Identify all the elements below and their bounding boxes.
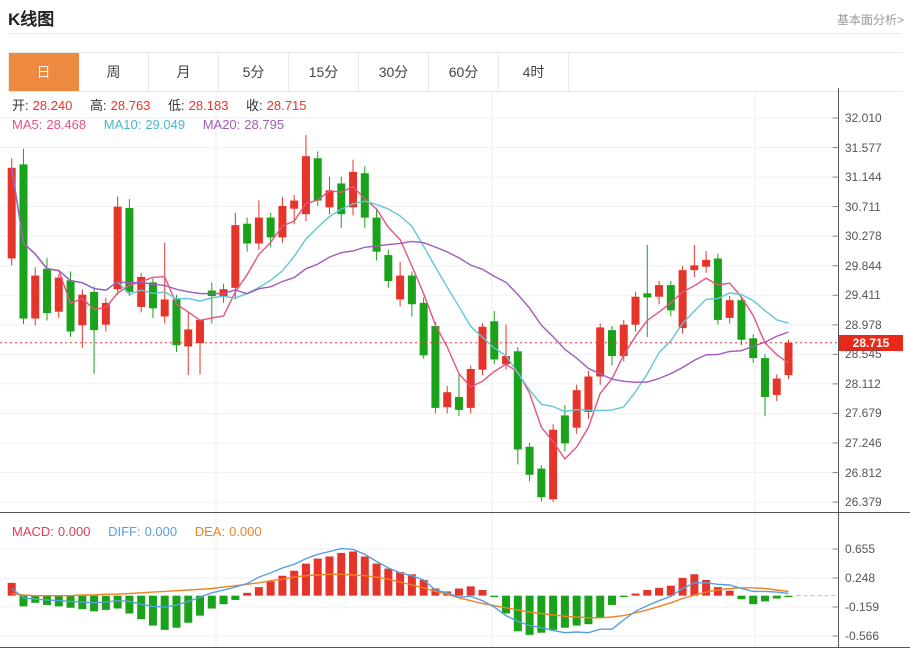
ma5-value: 28.468 — [46, 117, 87, 132]
macd-tick-label: -0.159 — [845, 600, 880, 614]
chart-axes — [0, 88, 910, 648]
page-title: K线图 — [8, 10, 55, 29]
price-tick-label: 29.844 — [845, 258, 882, 273]
open-value: 28.240 — [32, 98, 73, 113]
price-tick-label: 28.112 — [845, 376, 881, 391]
ma10-value: 29.049 — [145, 117, 186, 132]
macd-tick-label: -0.566 — [845, 629, 880, 643]
tab-month[interactable]: 月 — [149, 53, 219, 91]
price-tick-label: 31.577 — [845, 140, 882, 155]
tab-week[interactable]: 周 — [79, 53, 149, 91]
ohlc-readout: 开: 28.240 高: 28.763 低: 28.183 收: 28.715 — [12, 95, 310, 114]
tab-5min[interactable]: 5分 — [219, 53, 289, 91]
low-value: 28.183 — [188, 98, 229, 113]
price-tick-label: 26.812 — [845, 465, 882, 480]
dea-label: DEA: — [194, 524, 226, 539]
price-tick-label: 29.411 — [845, 288, 881, 303]
price-tick-label: 30.711 — [845, 199, 881, 214]
ma-readout: MA5: 28.468 MA10: 29.049 MA20: 28.795 — [12, 117, 288, 132]
open-label: 开: — [12, 98, 29, 113]
macd-label: MACD: — [12, 524, 54, 539]
close-value: 28.715 — [266, 98, 307, 113]
macd-tick-label: 0.248 — [845, 571, 876, 585]
current-price-tag: 28.715 — [839, 335, 903, 351]
price-tick-label: 32.010 — [845, 111, 882, 125]
diff-value: 0.000 — [144, 524, 178, 539]
ma5-label: MA5: — [12, 117, 43, 132]
diff-label: DIFF: — [108, 524, 141, 539]
macd-tick-label: 0.655 — [845, 542, 876, 556]
close-label: 收: — [246, 98, 263, 113]
ma10-label: MA10: — [103, 117, 142, 132]
high-value: 28.763 — [110, 98, 151, 113]
dea-value: 0.000 — [229, 524, 262, 539]
ma10-line — [11, 167, 789, 413]
diff-line — [11, 547, 789, 634]
tab-15min[interactable]: 15分 — [289, 53, 359, 91]
timeframe-tabbar: 日 周 月 5分 15分 30分 60分 4时 — [8, 52, 902, 92]
candles — [7, 135, 793, 503]
macd-value: 0.000 — [57, 524, 91, 539]
ma20-label: MA20: — [202, 117, 241, 132]
tab-4hour[interactable]: 4时 — [499, 53, 569, 91]
price-tick-label: 27.679 — [845, 406, 882, 421]
low-label: 低: — [168, 98, 185, 113]
price-tick-label: 28.978 — [845, 317, 882, 332]
price-grid — [0, 91, 839, 513]
tab-60min[interactable]: 60分 — [429, 53, 499, 91]
price-tick-label: 27.246 — [845, 435, 882, 450]
macd-readout: MACD: 0.000 DIFF: 0.000 DEA: 0.000 — [12, 524, 266, 539]
price-tick-label: 28.545 — [845, 347, 882, 362]
tab-day[interactable]: 日 — [9, 53, 79, 91]
ma20-value: 28.795 — [244, 117, 285, 132]
ma20-line — [11, 167, 789, 384]
tab-30min[interactable]: 30分 — [359, 53, 429, 91]
price-tick-label: 26.379 — [845, 495, 882, 510]
high-label: 高: — [90, 98, 107, 113]
dea-line — [11, 573, 789, 619]
price-tick-label: 30.278 — [845, 229, 882, 244]
fundamental-analysis-link[interactable]: 基本面分析> — [836, 13, 904, 27]
price-tick-label: 31.144 — [845, 170, 882, 185]
header-divider — [8, 33, 902, 34]
